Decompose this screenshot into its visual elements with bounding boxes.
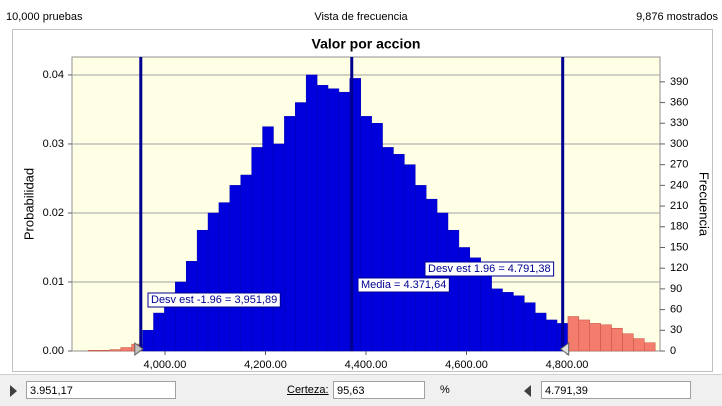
marker-label-box [357, 277, 450, 293]
histogram-bar [87, 350, 100, 352]
shown-count: 9,876 mostrados [636, 11, 718, 23]
y-tick-label: 0.02 [43, 207, 64, 219]
marker-label: Media = 4.371,64 [361, 279, 446, 291]
histogram-bar [622, 333, 634, 352]
histogram-bar [480, 264, 492, 352]
histogram-bar [240, 174, 252, 352]
upper-grabber [559, 342, 570, 356]
histogram-bar [534, 312, 547, 352]
histogram-bar [338, 91, 351, 352]
x-tick-label: 4,600.00 [445, 359, 488, 371]
histogram-bar [502, 292, 514, 352]
histogram-bar [98, 350, 111, 352]
x-tick-label: 4,800.00 [546, 359, 589, 371]
histogram-bar [175, 281, 187, 352]
histogram-bar [524, 302, 536, 352]
histogram-bar [120, 347, 132, 352]
view-name: Vista de frecuencia [314, 11, 408, 23]
y2-tick-label: 180 [670, 221, 688, 233]
y-axis-label: Probabilidad [21, 168, 36, 240]
certainty-input[interactable]: 95,63 [333, 381, 425, 399]
y-tick-label: 0.04 [43, 69, 64, 81]
y-tick-label: 0.03 [43, 138, 64, 150]
histogram-bar [545, 319, 558, 352]
certainty-label: Certeza: [287, 384, 329, 396]
left-grabber-icon [10, 385, 17, 397]
y2-tick-label: 150 [670, 241, 688, 253]
y-tick-label: 0.00 [43, 345, 64, 357]
chart-title: Valor por accion [312, 36, 421, 52]
y2-tick-label: 360 [670, 96, 688, 108]
histogram-bar [600, 324, 612, 352]
x-tick-label: 4,200.00 [244, 359, 287, 371]
histogram-bar [295, 102, 307, 352]
histogram-bar [360, 116, 372, 352]
y2-tick-label: 60 [670, 303, 682, 315]
histogram-bar [513, 295, 525, 352]
histogram-bar [196, 229, 209, 352]
histogram-bar [305, 74, 318, 352]
histogram-bar [207, 212, 220, 352]
histogram-bar [153, 312, 165, 352]
histogram-bar [567, 316, 580, 352]
left-value-input[interactable]: 3.951,17 [26, 381, 176, 399]
marker-label-box [424, 261, 555, 277]
histogram-bar [251, 147, 263, 352]
histogram-bar [316, 85, 329, 352]
certainty-bar: 3.951,17 Certeza: 95,63 % 4.791,39 [0, 374, 722, 406]
histogram-bar [284, 116, 296, 352]
x-tick-label: 4,400.00 [345, 359, 388, 371]
right-grabber-icon [524, 385, 531, 397]
y2-axis-label: Frecuencia [697, 172, 712, 237]
histogram-bar [644, 342, 656, 352]
y2-tick-label: 390 [670, 76, 688, 88]
histogram-bar [262, 126, 274, 352]
chart: 10,000 pruebas Vista de frecuencia 9,876… [6, 10, 719, 372]
marker-label-box [147, 292, 281, 308]
y-tick-label: 0.01 [43, 276, 64, 288]
y2-tick-label: 300 [670, 138, 688, 150]
percent-unit: % [440, 384, 450, 396]
y2-tick-label: 270 [670, 159, 688, 171]
histogram-bar [382, 147, 394, 352]
right-value-input[interactable]: 4.791,39 [541, 381, 691, 399]
y2-tick-label: 90 [670, 283, 682, 295]
histogram-bar [404, 164, 416, 352]
trials-count: 10,000 pruebas [6, 11, 83, 23]
y2-tick-label: 30 [670, 324, 682, 336]
marker-label: Desv est -1.96 = 3,951,89 [151, 294, 277, 306]
histogram-bar [142, 330, 154, 352]
lower-grabber [134, 342, 144, 356]
y2-tick-label: 120 [670, 262, 688, 274]
histogram-bar [327, 88, 340, 352]
y2-tick-label: 240 [670, 179, 688, 191]
histogram-bar [218, 202, 231, 352]
x-tick-label: 4,000.00 [144, 359, 187, 371]
histogram-bar [611, 327, 623, 352]
histogram-bar [229, 185, 242, 352]
marker-label: Desv est 1.96 = 4.791,38 [428, 263, 551, 275]
y2-tick-label: 330 [670, 117, 688, 129]
histogram-bar [393, 154, 405, 352]
y2-tick-label: 210 [670, 200, 688, 212]
histogram-bar [273, 143, 285, 352]
histogram-bar [578, 319, 590, 352]
histogram-bar [589, 323, 601, 352]
y2-tick-label: 0 [670, 345, 676, 357]
histogram-bar [633, 338, 645, 352]
histogram-bar [491, 288, 503, 352]
histogram-bar [109, 349, 122, 352]
histogram-bar [371, 123, 383, 352]
